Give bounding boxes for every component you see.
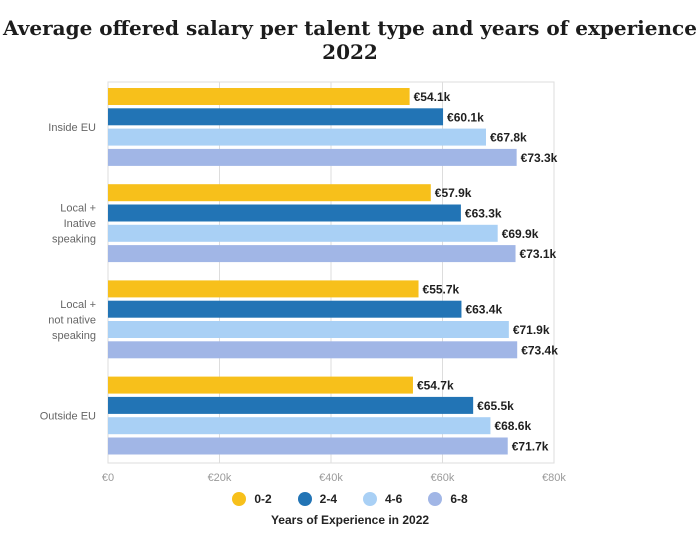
- bar-value-label: €71.7k: [512, 440, 549, 454]
- bar-value-label: €68.6k: [494, 419, 531, 433]
- chart-title: Average offered salary per talent type a…: [3, 16, 697, 64]
- category-label: Local +: [60, 203, 96, 215]
- legend-label: 4-6: [385, 492, 403, 506]
- category-label: Inside EU: [48, 122, 96, 134]
- legend-label: 2-4: [319, 492, 337, 506]
- legend-title: Years of Experience in 2022: [270, 513, 430, 527]
- bar-value-label: €57.9k: [435, 186, 472, 200]
- category-label: Outside EU: [40, 411, 96, 423]
- x-tick-label: €60k: [431, 472, 455, 484]
- legend-swatch: [297, 492, 312, 506]
- legend-swatch: [232, 492, 247, 506]
- bar-value-label: €67.8k: [490, 131, 527, 145]
- bar: [108, 396, 474, 414]
- x-tick-label: €20k: [208, 472, 232, 484]
- bar-value-label: €54.7k: [417, 379, 454, 393]
- bar: [108, 245, 516, 263]
- bar: [108, 341, 518, 359]
- bar: [108, 280, 419, 298]
- category-label: speaking: [52, 330, 96, 342]
- x-tick-label: €40k: [319, 472, 343, 484]
- legend-swatch: [363, 492, 377, 506]
- bar: [108, 204, 461, 222]
- bar: [108, 437, 508, 455]
- bar: [108, 108, 444, 126]
- bar-value-label: €73.3k: [521, 151, 558, 165]
- category-label: speaking: [52, 234, 96, 246]
- legend-label: 6-8: [450, 492, 468, 506]
- legend-item: 0-2: [232, 492, 272, 506]
- legend-label: 0-2: [254, 492, 272, 506]
- category-label: Inative: [64, 218, 96, 230]
- bar-value-label: €63.4k: [465, 303, 502, 317]
- legend: 0-2 2-4 4-6 6-8: [0, 492, 700, 506]
- bar-value-label: €54.1k: [414, 90, 451, 104]
- x-tick-label: €80k: [542, 472, 566, 484]
- bar-value-label: €65.5k: [477, 399, 514, 413]
- bar: [108, 417, 491, 435]
- bar-value-label: €55.7k: [423, 282, 460, 296]
- legend-item: 2-4: [297, 492, 337, 506]
- bar: [108, 88, 410, 105]
- x-tick-label: €0: [102, 472, 114, 484]
- bar: [108, 300, 462, 318]
- bar-value-label: €63.3k: [465, 207, 502, 221]
- bar-value-label: €73.4k: [521, 343, 558, 357]
- bar: [108, 128, 486, 146]
- category-label: Local +: [60, 299, 96, 311]
- bar-value-label: €69.9k: [502, 227, 539, 241]
- category-label: not native: [48, 314, 96, 326]
- bar-value-label: €60.1k: [447, 110, 484, 124]
- legend-swatch: [428, 492, 443, 506]
- legend-item: 4-6: [363, 492, 402, 506]
- bar: [108, 376, 413, 394]
- bar: [108, 184, 431, 202]
- bar: [108, 321, 509, 338]
- bar: [108, 224, 498, 242]
- bar-value-label: €73.1k: [520, 247, 557, 261]
- bar-value-label: €71.9k: [513, 323, 550, 337]
- legend-item: 6-8: [428, 492, 468, 506]
- bar: [108, 148, 517, 166]
